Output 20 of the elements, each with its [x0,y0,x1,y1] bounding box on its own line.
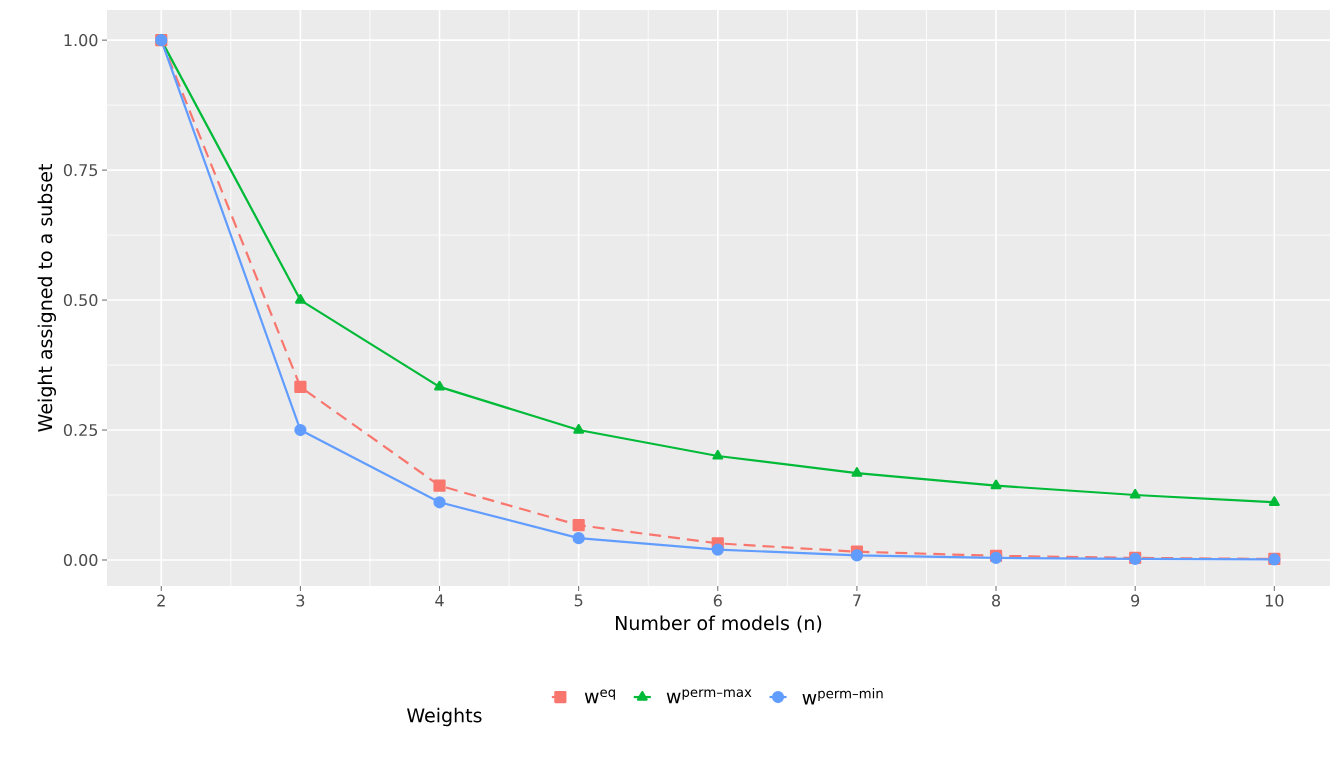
legend-label: w$^{perm–max}$ [666,689,752,704]
x-axis-title: Number of models (n) [616,615,822,633]
x-tick-label: 2 [157,594,165,607]
legend-title: Weights [407,707,482,727]
y-tick-label: 0.75 [63,164,98,177]
x-tick-label: 6 [713,594,722,607]
y-tick-label: 1.00 [64,34,98,47]
y-axis-title: Weight assigned to a subset [37,164,56,432]
x-tick-label: 9 [1131,594,1140,607]
x-tick-label: 5 [574,594,583,607]
y-tick-label: 0.00 [63,553,98,567]
legend-label: w$^{perm–min}$ [802,688,883,705]
x-tick-label: 8 [992,594,1001,607]
x-tick-label: 10 [1265,594,1284,607]
legend-label: w$^{eq}$ [584,689,615,704]
y-tick-label: 0.50 [63,294,98,307]
x-tick-label: 7 [853,594,861,607]
x-tick-label: 4 [435,594,444,607]
y-tick-label: 0.25 [63,423,98,437]
x-tick-label: 3 [296,594,305,607]
